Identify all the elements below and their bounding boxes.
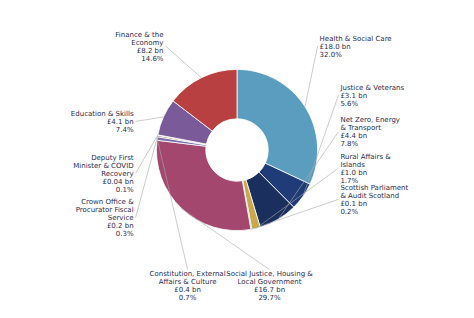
leader-line	[256, 168, 338, 228]
slice-label: Finance & theEconomy£8.2 bn14.6%	[115, 31, 164, 63]
slice-label: Rural Affairs &Islands£1.0 bn1.7%	[340, 153, 391, 185]
slice	[156, 140, 250, 230]
slice-label: Education & Skills£4.1 bn7.4%	[71, 110, 134, 134]
leader-line	[136, 136, 158, 218]
leader-line	[136, 117, 164, 121]
slice-label: Constitution, ExternalAffairs & Culture£…	[150, 270, 226, 302]
leader-line	[157, 139, 187, 270]
background	[0, 0, 474, 318]
slice-label: Social Justice, Housing &Local Governmen…	[226, 270, 313, 302]
slice-label: Justice & Veterans£3.1 bn5.6%	[339, 84, 404, 108]
leader-line	[305, 46, 318, 107]
labels: Health & Social Care£18.0 bn32.0% Justice…	[71, 31, 409, 303]
slice-label: Deputy FirstMinister & COVIDRecovery£0.0…	[73, 154, 134, 194]
slice-label: Health & Social Care£18.0 bn32.0%	[320, 35, 392, 59]
slice-label: Scottish Parliament& Audit Scotland£0.1 …	[340, 184, 408, 216]
leader-line	[251, 199, 338, 229]
slice-label: Net Zero, Energy& Transport£4.4 bn7.8%	[340, 116, 400, 148]
chart: Health & Social Care£18.0 bn32.0% Justice…	[0, 0, 474, 318]
donut	[156, 69, 317, 230]
leader-line	[182, 208, 270, 269]
leader-line	[278, 132, 338, 219]
leader-line	[136, 135, 158, 173]
slice-label: Crown Office &Procurator FiscalService£0…	[76, 198, 134, 238]
leader-lines	[136, 46, 339, 270]
slice	[237, 69, 318, 184]
leader-line	[166, 46, 202, 78]
slice	[173, 69, 237, 131]
